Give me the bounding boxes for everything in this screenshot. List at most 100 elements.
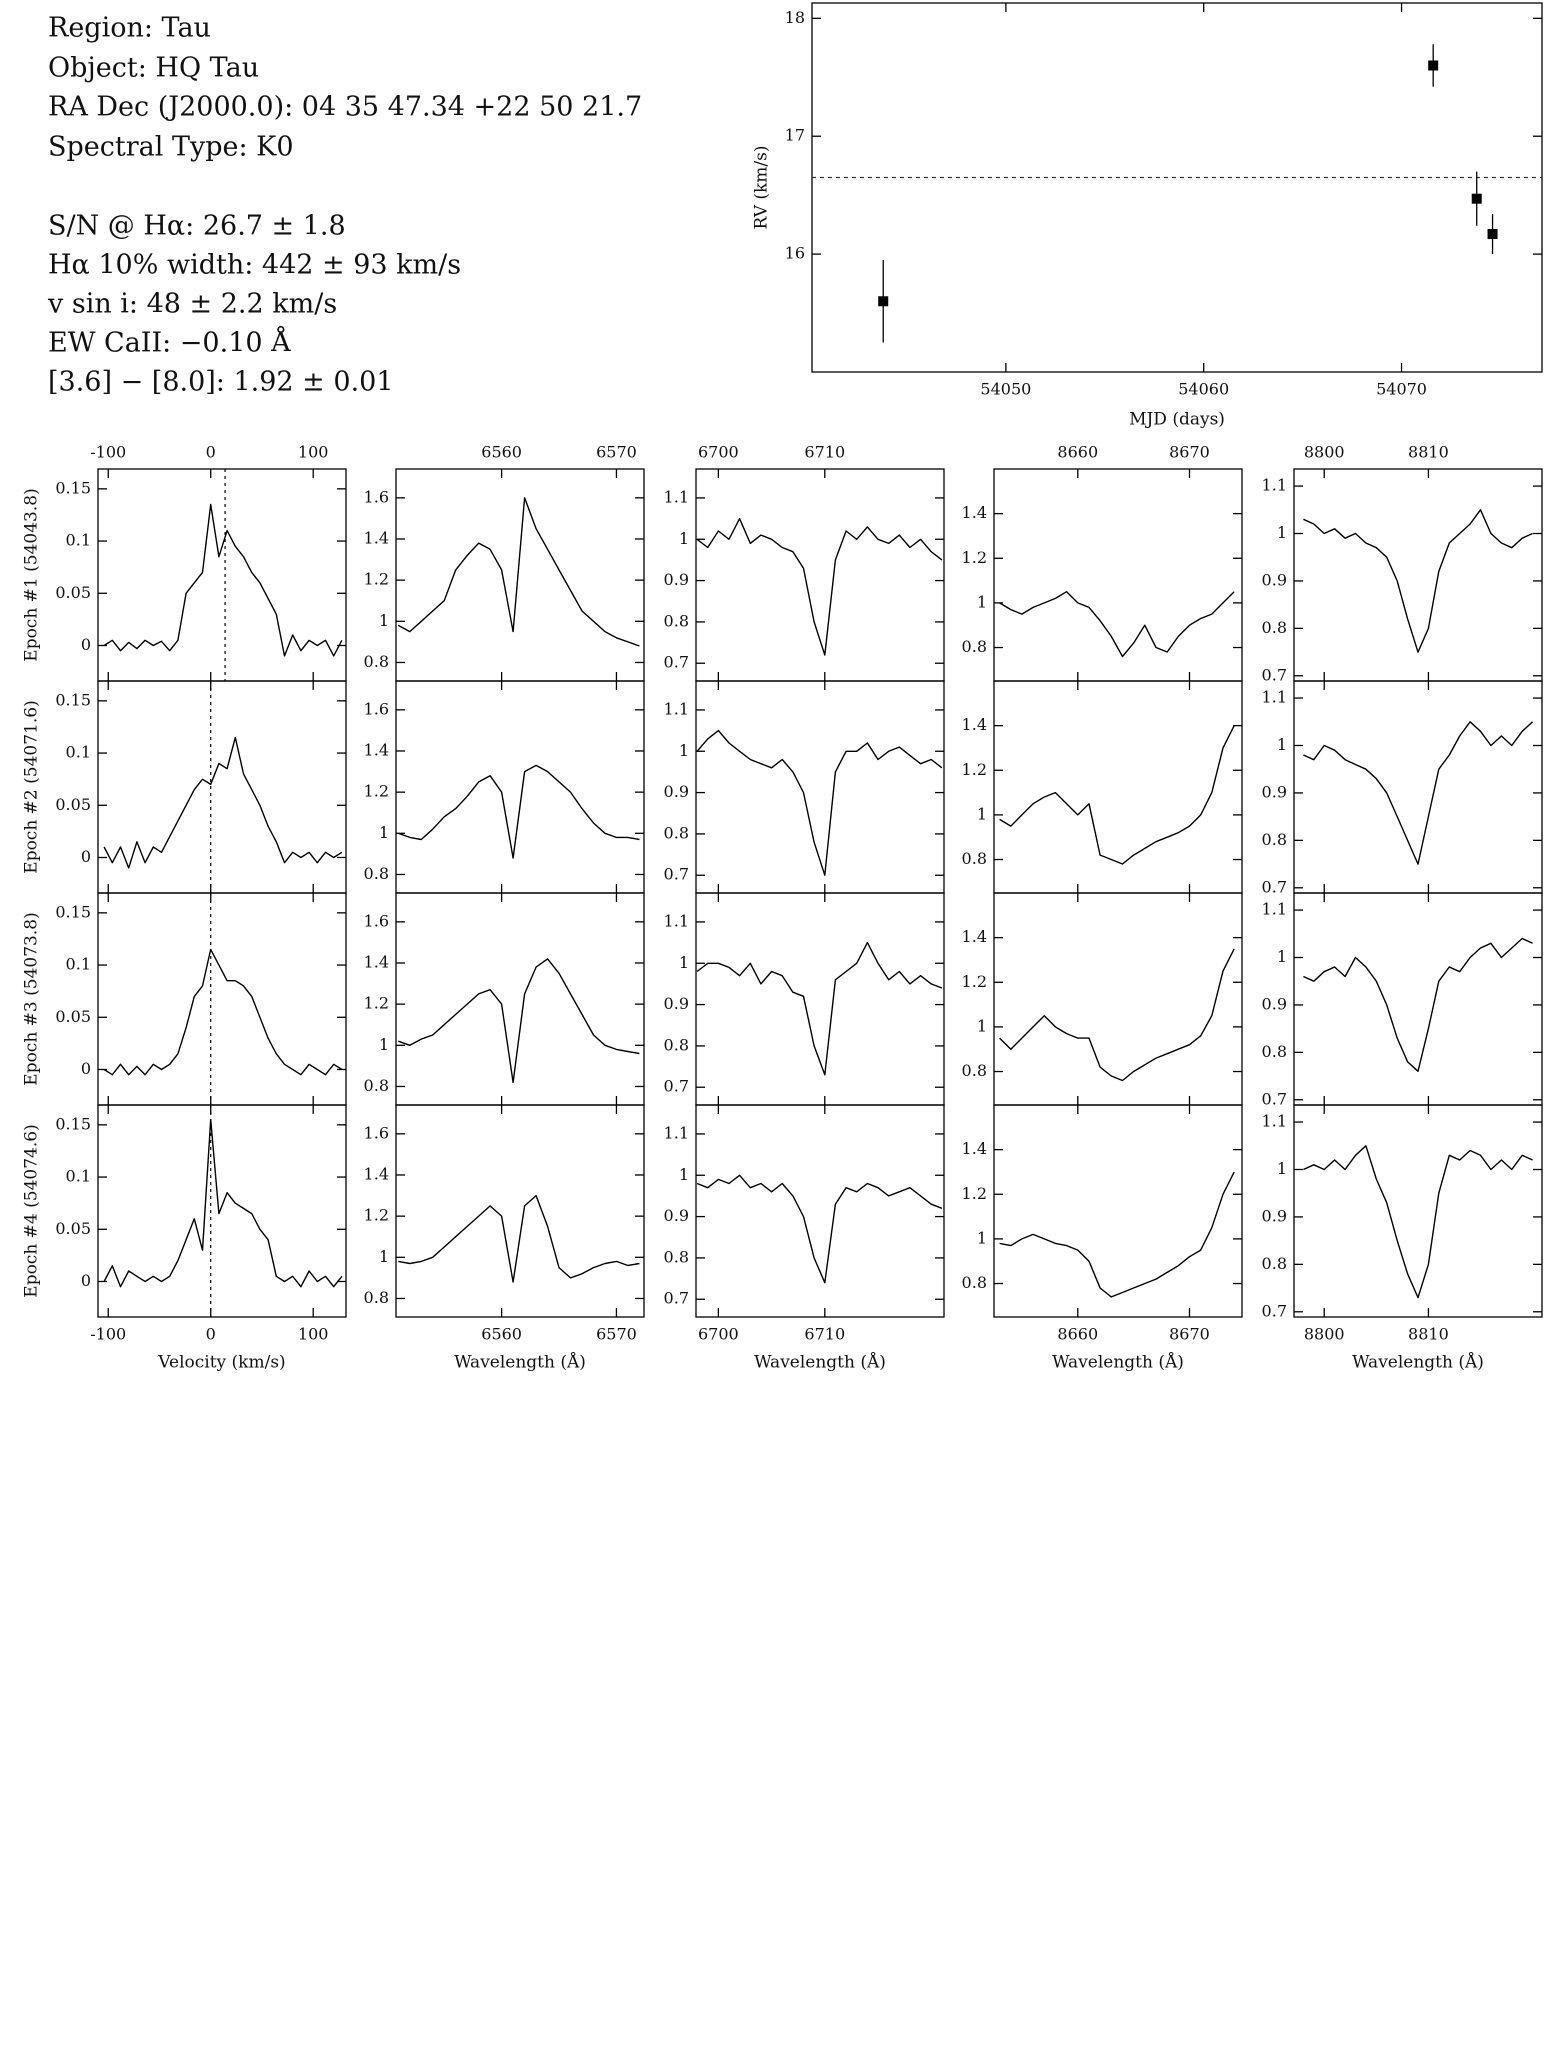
y-tick-label: 0.8	[1262, 618, 1287, 637]
x-tick-label: 6710	[804, 443, 845, 462]
y-tick-label: 0.8	[364, 1076, 389, 1095]
y-tick-label: 0.8	[664, 611, 689, 630]
x-tick-label: 6560	[481, 1325, 522, 1344]
y-tick-label: 0.05	[55, 583, 91, 602]
y-tick-label: 0.7	[1262, 877, 1287, 896]
spectrum-line	[999, 1171, 1235, 1298]
info-line: Region: Tau	[48, 13, 211, 44]
y-tick-label: 18	[785, 8, 805, 27]
y-tick-label: 0.15	[55, 478, 91, 497]
y-tick-label: 0.8	[962, 849, 987, 868]
y-tick-label: 1.2	[364, 782, 389, 801]
x-axis-label: Velocity (km/s)	[157, 1353, 285, 1373]
y-tick-label: 0.1	[66, 743, 91, 762]
plot-frame	[395, 892, 645, 1106]
y-tick-label: 1.6	[364, 911, 389, 930]
y-tick-label: 0.9	[664, 1206, 689, 1225]
x-tick-label: 8800	[1304, 443, 1345, 462]
x-tick-label: -100	[90, 443, 126, 462]
y-tick-label: 1	[977, 592, 987, 611]
y-tick-label: 0.7	[664, 1289, 689, 1308]
spectrum-line	[103, 1118, 343, 1288]
y-tick-label: 1.4	[364, 528, 389, 547]
x-tick-label: 54050	[980, 380, 1031, 399]
y-tick-label: 0.8	[664, 823, 689, 842]
y-tick-label: 0.7	[664, 653, 689, 672]
y-tick-label: 0.15	[55, 1114, 91, 1133]
y-tick-label: 0.9	[664, 994, 689, 1013]
spectrum-line	[1303, 1145, 1533, 1299]
plot-frame	[993, 680, 1243, 894]
y-tick-label: 0.9	[1262, 1206, 1287, 1225]
spectrum-line	[397, 497, 640, 647]
spectrum-line	[696, 941, 943, 1076]
plot-frame	[1293, 892, 1543, 1106]
y-tick-label: 0.9	[1262, 782, 1287, 801]
plot-frame	[395, 468, 645, 682]
y-tick-label: 0.8	[364, 864, 389, 883]
info-line: Spectral Type: K0	[48, 132, 294, 163]
x-tick-label: 8810	[1408, 443, 1449, 462]
y-tick-label: 0.8	[962, 1061, 987, 1080]
y-axis-label: Epoch #2 (54071.6)	[22, 700, 42, 873]
y-tick-label: 1.2	[364, 570, 389, 589]
rv-point	[878, 296, 889, 307]
rv-point	[1487, 229, 1498, 240]
y-tick-label: 0.8	[664, 1247, 689, 1266]
plot-frame	[97, 1104, 347, 1318]
y-tick-label: 0.05	[55, 795, 91, 814]
x-tick-label: 6700	[698, 1325, 739, 1344]
info-line: EW CaII: −0.10 Å	[48, 326, 291, 359]
y-tick-label: 1.6	[364, 699, 389, 718]
y-tick-label: 0.8	[664, 1035, 689, 1054]
y-tick-label: 0	[81, 847, 91, 866]
y-tick-label: 0.7	[664, 865, 689, 884]
y-tick-label: 0.9	[1262, 994, 1287, 1013]
y-tick-label: 0.7	[1262, 1301, 1287, 1320]
y-tick-label: 1	[379, 611, 389, 630]
y-tick-label: 1.4	[962, 927, 987, 946]
y-tick-label: 1	[379, 1247, 389, 1266]
y-tick-label: 1.2	[962, 760, 987, 779]
y-tick-label: 1.4	[962, 1139, 987, 1158]
y-tick-label: 1	[977, 1016, 987, 1035]
x-tick-label: 0	[206, 443, 216, 462]
spectrum-line	[1303, 509, 1533, 653]
spectrum-line	[1303, 721, 1534, 865]
y-tick-label: 0.8	[962, 637, 987, 656]
plot-frame	[695, 1104, 945, 1318]
spectrum-line	[1303, 937, 1533, 1072]
y-tick-label: 1.1	[1262, 476, 1287, 495]
x-tick-label: 54070	[1376, 380, 1427, 399]
plot-frame	[1293, 1104, 1543, 1318]
y-tick-label: 0.9	[1262, 570, 1287, 589]
y-tick-label: 0.8	[1262, 830, 1287, 849]
spectrum-line	[398, 764, 640, 859]
x-axis-label: MJD (days)	[1129, 410, 1225, 430]
x-tick-label: 8670	[1169, 1325, 1210, 1344]
spectrum-line	[999, 948, 1235, 1082]
x-axis-label: Wavelength (Å)	[754, 1352, 886, 1373]
y-tick-label: 0.7	[664, 1077, 689, 1096]
y-tick-label: 1	[977, 804, 987, 823]
y-axis-label: Epoch #3 (54073.8)	[22, 912, 42, 1085]
y-tick-label: 1.1	[1262, 688, 1287, 707]
y-tick-label: 1.1	[1262, 1112, 1287, 1131]
x-tick-label: 8670	[1169, 443, 1210, 462]
y-axis-label: RV (km/s)	[752, 145, 772, 229]
y-tick-label: 1.4	[364, 952, 389, 971]
x-tick-label: 100	[298, 1325, 329, 1344]
plot-frame	[395, 1104, 645, 1318]
y-tick-label: 0.7	[1262, 1089, 1287, 1108]
info-line: Object: HQ Tau	[48, 53, 259, 84]
y-tick-label: 0.1	[66, 955, 91, 974]
x-tick-label: -100	[90, 1325, 126, 1344]
spectrum-line	[103, 736, 343, 869]
y-tick-label: 0.8	[1262, 1254, 1287, 1273]
y-tick-label: 1	[679, 1165, 689, 1184]
plot-frame	[1293, 468, 1543, 682]
plot-frame	[993, 1104, 1243, 1318]
y-tick-label: 0	[81, 1059, 91, 1078]
x-tick-label: 6700	[698, 443, 739, 462]
